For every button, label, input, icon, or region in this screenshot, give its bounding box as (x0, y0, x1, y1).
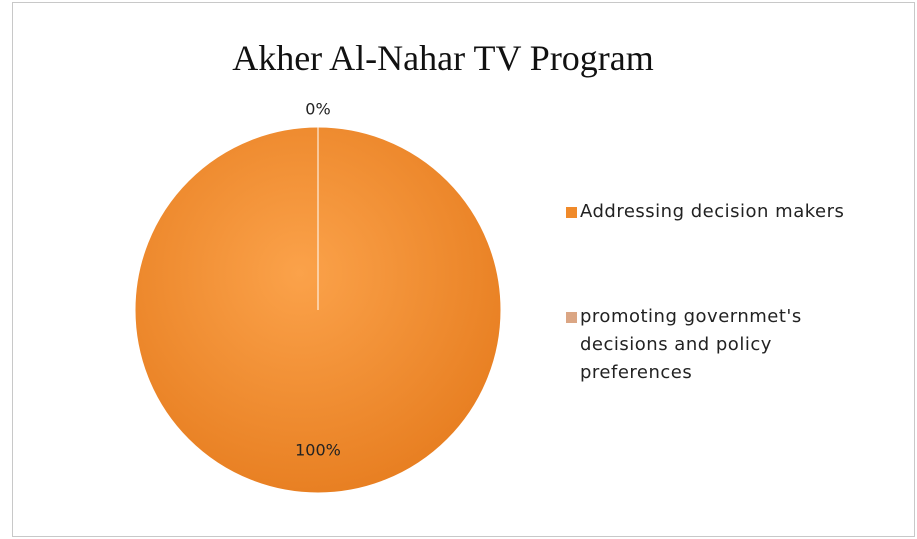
legend-swatch (566, 207, 577, 218)
data-label: 100% (295, 440, 341, 459)
legend-item: Addressing decision makers (566, 198, 880, 226)
legend-label: promoting governmet's decisions and poli… (580, 306, 802, 383)
legend-label: Addressing decision makers (580, 201, 845, 222)
data-label: 0% (305, 100, 330, 119)
legend-item: promoting governmet's decisions and poli… (566, 303, 880, 387)
chart-title: Akher Al-Nahar TV Program (232, 38, 654, 78)
legend-swatch (566, 312, 577, 323)
